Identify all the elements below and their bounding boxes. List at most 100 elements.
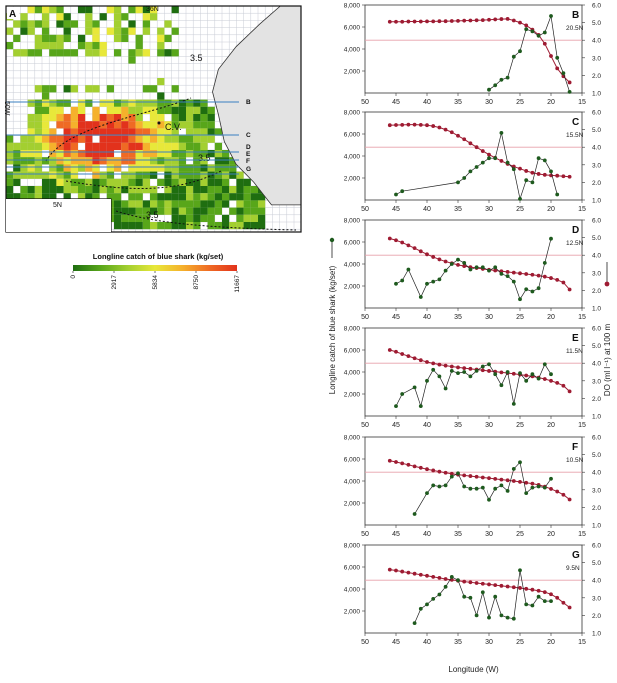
y2-tick-label: 2.0 — [592, 180, 601, 187]
colorbar-tick-label: 8750 — [193, 275, 200, 290]
map-catch-cell — [186, 193, 194, 201]
map-catch-cell — [157, 106, 165, 114]
do-point — [518, 20, 522, 25]
map-catch-cell — [135, 142, 143, 150]
do-point — [468, 366, 473, 371]
map-catch-cell — [214, 186, 222, 194]
map-catch-cell — [114, 200, 122, 208]
map-catch-cell — [63, 135, 71, 143]
catch-point — [431, 597, 436, 601]
map-catch-cell — [222, 178, 230, 186]
map-catch-cell — [34, 193, 42, 201]
map-catch-cell — [150, 99, 158, 107]
catch-point — [456, 371, 460, 375]
catch-point — [549, 476, 553, 481]
catch-point — [505, 160, 510, 165]
do-point — [536, 273, 541, 278]
do-point — [456, 133, 460, 138]
do-point — [431, 468, 436, 473]
map-catch-cell — [186, 135, 194, 143]
catch-point — [456, 578, 460, 583]
transect-charts: 2,000 4,000 6,000 8,000 1.0 2.0 3.0 4.0 5.0 6.0 50… — [328, 3, 612, 675]
map-catch-cell — [49, 150, 57, 158]
map-catch-cell — [34, 186, 42, 194]
do-point — [511, 585, 516, 590]
catch-point — [480, 485, 485, 490]
catch-point — [518, 568, 522, 573]
catch-point — [418, 404, 423, 408]
map-catch-cell — [214, 207, 222, 215]
do-point — [468, 141, 473, 146]
y-tick-label: 4,000 — [344, 47, 361, 54]
map-catch-cell — [193, 193, 201, 201]
map-catch-cell — [135, 171, 143, 179]
map-catch-cell — [114, 114, 122, 122]
map-catch-cell — [78, 34, 86, 42]
map-catch-cell — [200, 150, 208, 158]
map-catch-cell — [78, 150, 86, 158]
catch-point — [505, 489, 510, 493]
map-catch-cell — [56, 99, 64, 107]
map-catch-cell — [92, 157, 100, 165]
do-point — [555, 173, 560, 178]
x-tick-label: 15 — [578, 99, 586, 106]
do-point — [425, 19, 429, 24]
map-catch-cell — [63, 13, 71, 21]
map-catch-cell — [99, 99, 107, 107]
x-tick-label: 35 — [454, 639, 462, 646]
x-tick-label: 20 — [547, 639, 555, 646]
map-catch-cell — [13, 157, 21, 165]
catch-point — [542, 599, 547, 603]
map-catch-cell — [34, 142, 42, 150]
map-catch-cell — [78, 164, 86, 172]
map-catch-cell — [85, 85, 93, 93]
catch-point — [462, 484, 467, 489]
catch-point — [518, 297, 522, 302]
map-catch-cell — [27, 171, 35, 179]
catch-point — [530, 372, 535, 377]
map-catch-cell — [99, 114, 107, 122]
do-point — [542, 41, 547, 46]
map-catch-cell — [106, 157, 114, 165]
x-tick-label: 40 — [423, 99, 431, 106]
map-catch-cell — [78, 99, 86, 107]
map-catch-cell — [214, 171, 222, 179]
do-point — [549, 378, 553, 383]
catch-point — [493, 372, 498, 377]
map-catch-cell — [150, 207, 158, 215]
map-catch-cell — [20, 27, 28, 35]
y-tick-label: 8,000 — [344, 326, 361, 333]
do-point — [418, 249, 423, 254]
do-point — [524, 586, 529, 591]
do-point — [462, 137, 467, 142]
map-catch-cell — [49, 128, 57, 136]
map-catch-cell — [243, 200, 251, 208]
map-catch-cell — [99, 135, 107, 143]
map-catch-cell — [207, 193, 215, 201]
map-catch-cell — [6, 150, 14, 158]
map-catch-cell — [56, 186, 64, 194]
map-catch-cell — [63, 99, 71, 107]
map-catch-cell — [171, 106, 179, 114]
map-catch-cell — [178, 99, 186, 107]
catch-point — [536, 33, 541, 38]
catch-point — [549, 372, 553, 377]
map-catch-cell — [128, 171, 136, 179]
map-catch-cell — [27, 150, 35, 158]
catch-point — [462, 370, 467, 374]
map-catch-cell — [78, 128, 86, 136]
map-catch-cell — [135, 6, 143, 14]
map-catch-cell — [27, 49, 35, 57]
map-catch-cell — [70, 135, 78, 143]
map-catch-cell — [27, 142, 35, 150]
y2-tick-label: 3.0 — [592, 55, 601, 62]
map-catch-cell — [78, 186, 86, 194]
map-catch-cell — [56, 49, 64, 57]
map-catch-cell — [171, 142, 179, 150]
map-catch-cell — [157, 207, 165, 215]
x-tick-label: 30 — [485, 639, 493, 646]
map-catch-cell — [193, 157, 201, 165]
map-catch-cell — [92, 34, 100, 42]
map-catch-cell — [42, 121, 50, 129]
map-catch-cell — [128, 121, 136, 129]
